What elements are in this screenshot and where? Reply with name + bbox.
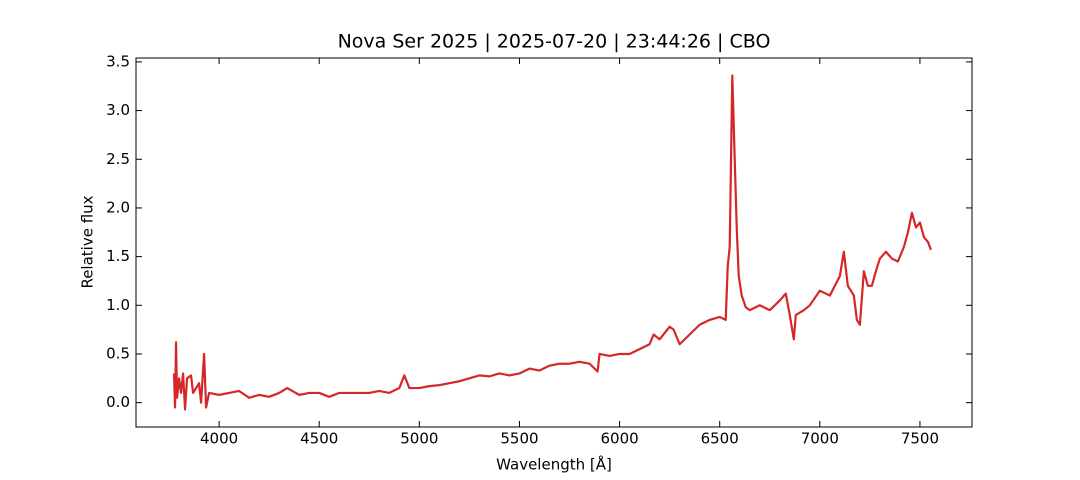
y-tick-label: 0.0: [106, 393, 130, 411]
y-tick-label: 2.5: [106, 150, 130, 168]
y-tick-label: 0.5: [106, 344, 130, 362]
x-tick-label: 7500: [901, 430, 939, 448]
y-tick-label: 1.0: [106, 296, 130, 314]
x-tick-label: 7000: [801, 430, 839, 448]
x-tick-label: 6500: [701, 430, 739, 448]
y-tick-label: 3.0: [106, 101, 130, 119]
y-tick-label: 2.0: [106, 198, 130, 216]
y-tick-label: 1.5: [106, 247, 130, 265]
spectrum-line: [172, 74, 932, 411]
x-tick-label: 6000: [600, 430, 638, 448]
y-tick-label: 3.5: [106, 52, 130, 70]
plot-frame: [135, 57, 973, 428]
y-axis-label: Relative flux: [79, 195, 97, 288]
x-tick-label: 5000: [400, 430, 438, 448]
x-tick-label: 4500: [300, 430, 338, 448]
x-tick-label: 5500: [500, 430, 538, 448]
chart-title: Nova Ser 2025 | 2025-07-20 | 23:44:26 | …: [338, 31, 771, 53]
x-tick-label: 4000: [200, 430, 238, 448]
x-axis-label: Wavelength [Å]: [496, 455, 612, 474]
